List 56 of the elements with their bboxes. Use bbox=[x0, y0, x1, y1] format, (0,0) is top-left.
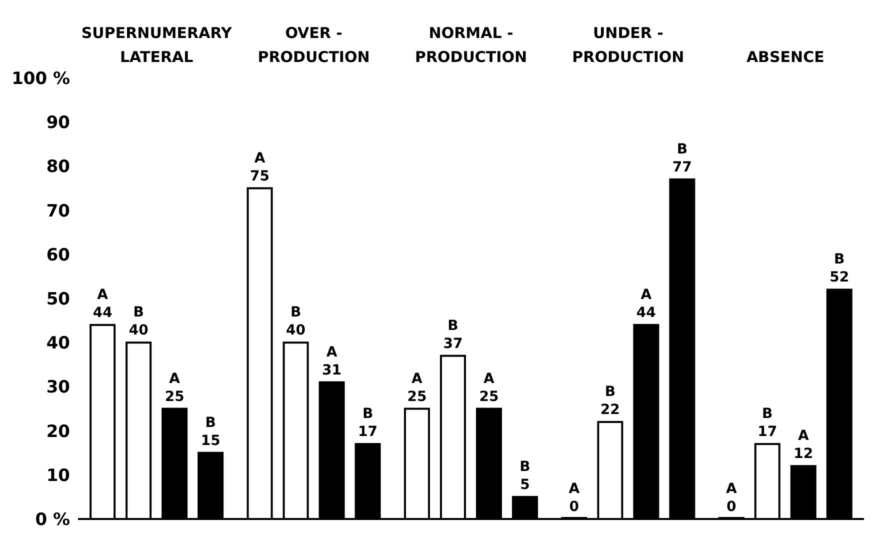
text: B bbox=[520, 458, 530, 475]
data-label: 52 bbox=[830, 270, 850, 286]
y-tick-label: 70 bbox=[46, 201, 70, 222]
text: A bbox=[640, 286, 652, 303]
data-label: 25 bbox=[407, 388, 427, 405]
data-label: 12 bbox=[794, 446, 814, 462]
data-label: 17 bbox=[358, 424, 378, 440]
y-tick-label: 80 bbox=[46, 157, 70, 178]
data-label: 75 bbox=[250, 168, 270, 184]
text: A bbox=[97, 286, 108, 303]
series-label: A bbox=[568, 481, 580, 497]
data-label: 44 bbox=[636, 304, 656, 321]
data-label: 0 bbox=[726, 499, 736, 515]
y-tick-label: 40 bbox=[46, 334, 70, 354]
data-label: 44 bbox=[92, 304, 113, 321]
data-label: 77 bbox=[672, 159, 692, 176]
data-label: 15 bbox=[200, 432, 220, 449]
text: B bbox=[290, 304, 302, 321]
data-label: 31 bbox=[322, 362, 342, 378]
text: A bbox=[326, 344, 338, 360]
text: A bbox=[254, 150, 266, 166]
x-tick-label: NORMAL - PRODUCTION bbox=[414, 24, 528, 66]
x-tick-label: OVER - PRODUCTION bbox=[258, 24, 370, 66]
text: B bbox=[362, 406, 374, 422]
series-label: B bbox=[133, 304, 144, 321]
data-label: 40 bbox=[286, 322, 306, 339]
text: A bbox=[726, 481, 737, 497]
series-label: B bbox=[205, 414, 216, 431]
series-label: A bbox=[169, 370, 180, 387]
data-label: 0 bbox=[569, 499, 580, 515]
x-tick-label: ABSENCE bbox=[746, 48, 824, 66]
text: A bbox=[798, 428, 809, 444]
y-tick-label: 20 bbox=[46, 422, 70, 442]
y-tick-label: 30 bbox=[46, 378, 70, 398]
x-tick-label: SUPERNUMERARY LATERAL bbox=[81, 24, 233, 66]
x-tick-label: UNDER - PRODUCTION bbox=[572, 24, 684, 66]
text: B bbox=[762, 406, 773, 422]
text: A bbox=[412, 370, 422, 387]
data-label: 22 bbox=[600, 402, 620, 418]
y-tick-label: 50 bbox=[46, 290, 70, 310]
text: B bbox=[448, 318, 458, 334]
y-tick-label: 90 bbox=[46, 113, 70, 134]
y-tick-label: 60 bbox=[46, 245, 70, 266]
data-label: 25 bbox=[164, 388, 184, 405]
text: B bbox=[676, 141, 688, 158]
text: B bbox=[604, 384, 616, 400]
data-label: 25 bbox=[479, 388, 499, 405]
y-tick-label: 10 bbox=[46, 466, 70, 486]
data-label: 5 bbox=[520, 476, 530, 493]
y-tick-label: 0 % bbox=[35, 510, 70, 530]
text: A bbox=[484, 370, 494, 387]
y-tick-label: 100 % bbox=[12, 69, 70, 90]
data-label: 17 bbox=[758, 424, 778, 440]
data-label: 40 bbox=[128, 322, 149, 339]
data-label: 37 bbox=[443, 336, 463, 352]
text: B bbox=[834, 252, 845, 268]
